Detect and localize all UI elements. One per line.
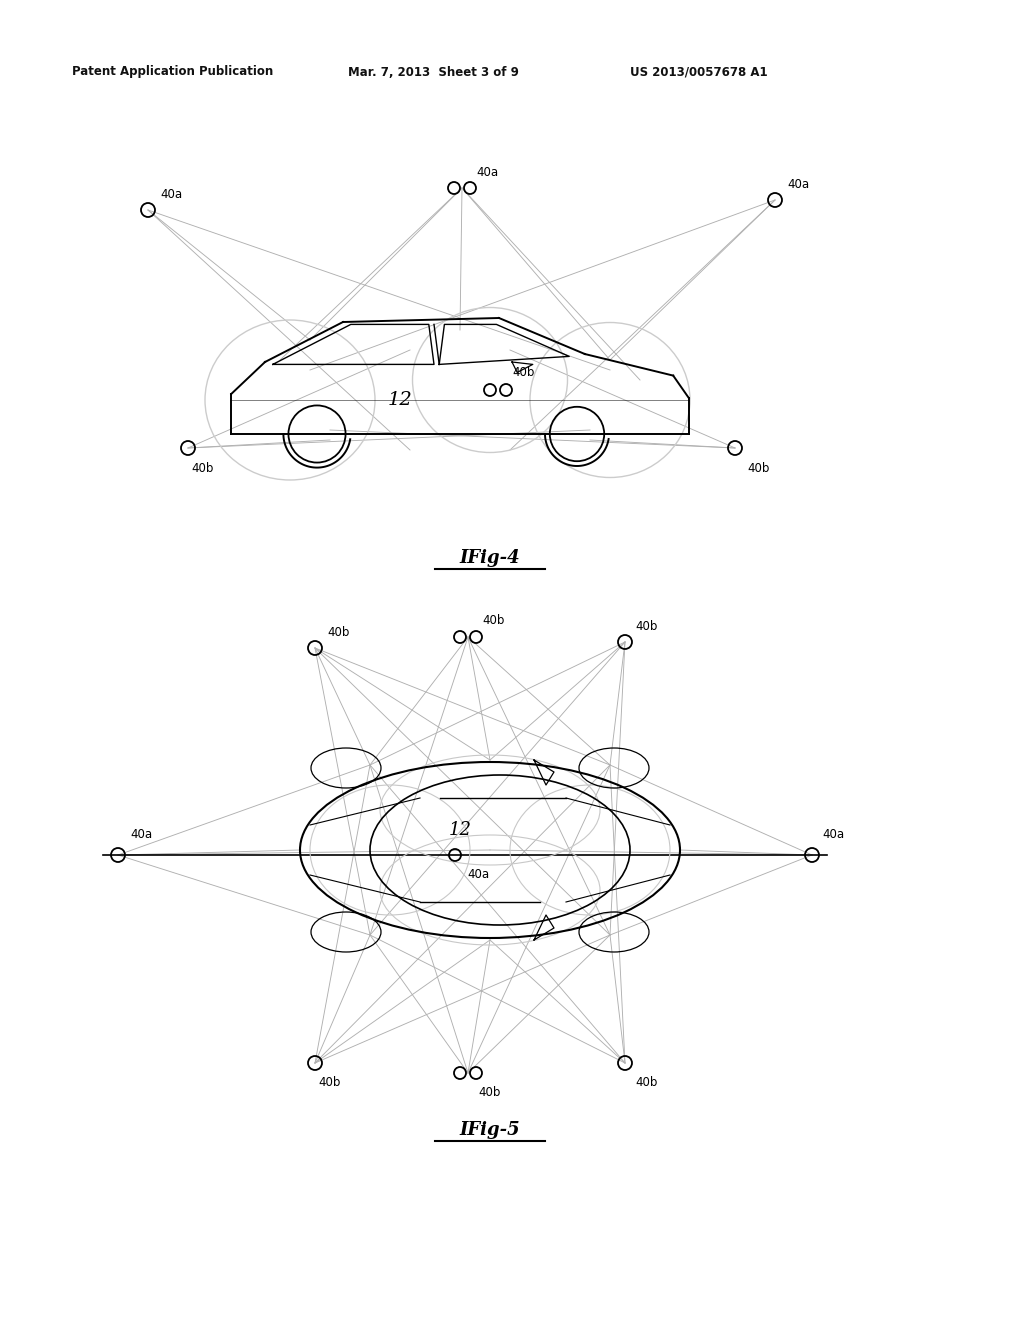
Text: 40b: 40b bbox=[746, 462, 769, 474]
Text: Patent Application Publication: Patent Application Publication bbox=[72, 66, 273, 78]
Text: Mar. 7, 2013  Sheet 3 of 9: Mar. 7, 2013 Sheet 3 of 9 bbox=[348, 66, 519, 78]
Text: 40b: 40b bbox=[482, 615, 505, 627]
Text: 40a: 40a bbox=[476, 165, 498, 178]
Text: 40b: 40b bbox=[635, 619, 657, 632]
Text: US 2013/0057678 A1: US 2013/0057678 A1 bbox=[630, 66, 768, 78]
Text: IFig-4: IFig-4 bbox=[460, 549, 520, 568]
Text: 40a: 40a bbox=[822, 829, 844, 842]
Text: 40b: 40b bbox=[327, 626, 349, 639]
Text: 40a: 40a bbox=[787, 177, 809, 190]
Text: 12: 12 bbox=[449, 821, 471, 840]
Text: 40a: 40a bbox=[130, 829, 153, 842]
Text: 40b: 40b bbox=[478, 1086, 501, 1100]
Text: 40a: 40a bbox=[467, 869, 489, 882]
Text: IFig-5: IFig-5 bbox=[460, 1121, 520, 1139]
Text: 40b: 40b bbox=[191, 462, 213, 474]
Text: 40b: 40b bbox=[635, 1077, 657, 1089]
Text: 40b: 40b bbox=[318, 1077, 340, 1089]
Text: 40b: 40b bbox=[512, 366, 535, 379]
Text: 12: 12 bbox=[388, 391, 413, 409]
Text: 40a: 40a bbox=[160, 187, 182, 201]
